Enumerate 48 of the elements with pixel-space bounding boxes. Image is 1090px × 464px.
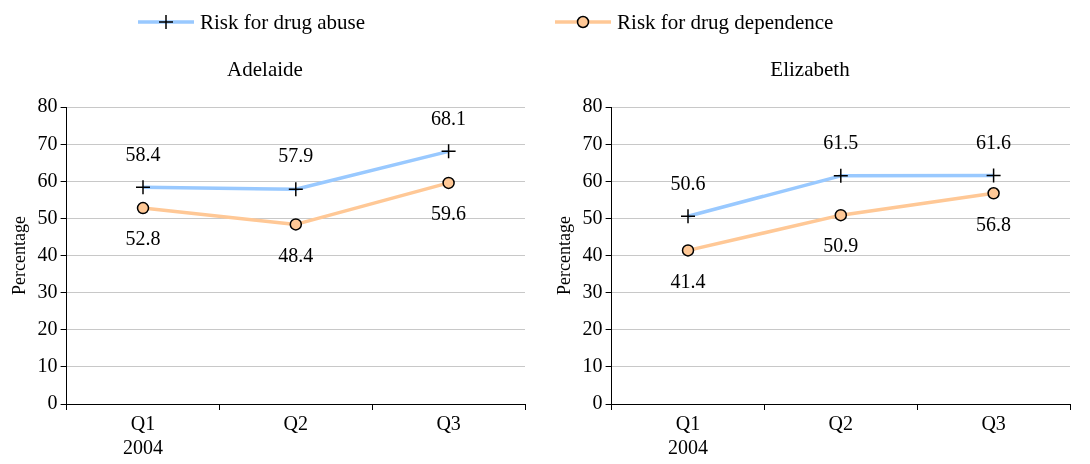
chart-title: Elizabeth bbox=[770, 57, 851, 82]
y-tick-label: 50 bbox=[582, 205, 603, 228]
y-tick-label: 40 bbox=[582, 242, 603, 265]
point bbox=[681, 244, 695, 257]
y-tick-label: 70 bbox=[37, 131, 58, 154]
y-tick-label: 20 bbox=[37, 317, 58, 340]
data-label: 48.4 bbox=[278, 243, 314, 266]
y-tick-label: 50 bbox=[37, 205, 58, 228]
y-tick-label: 20 bbox=[582, 317, 603, 340]
legend-label: Risk for drug abuse bbox=[200, 9, 366, 35]
point bbox=[442, 176, 455, 190]
data-label: 61.5 bbox=[823, 131, 859, 154]
x-tick-label: Q3 bbox=[436, 412, 461, 435]
y-tick-label: 10 bbox=[582, 354, 603, 377]
y-tick-label: 80 bbox=[37, 94, 58, 117]
point bbox=[987, 187, 1000, 200]
data-label: 56.8 bbox=[976, 212, 1012, 235]
y-tick-label: 70 bbox=[582, 131, 603, 154]
y-axis-title: Percentage bbox=[8, 216, 29, 296]
y-tick-label: 0 bbox=[592, 391, 603, 414]
x-tick-label: Q1 2004 bbox=[123, 412, 163, 459]
y-axis-title: Percentage bbox=[553, 216, 574, 296]
data-label: 68.1 bbox=[431, 106, 467, 129]
x-tick-label: Q1 2004 bbox=[668, 412, 708, 459]
legend-label: Risk for drug dependence bbox=[617, 9, 834, 35]
data-label: 59.6 bbox=[431, 202, 467, 225]
data-label: 41.4 bbox=[670, 269, 706, 292]
y-tick-label: 30 bbox=[582, 279, 603, 302]
x-tick-label: Q2 bbox=[283, 412, 309, 435]
y-tick-label: 10 bbox=[37, 354, 58, 377]
x-tick-label: Q3 bbox=[981, 412, 1006, 435]
data-label: 52.8 bbox=[125, 227, 161, 250]
point bbox=[136, 201, 150, 215]
y-tick-label: 0 bbox=[47, 391, 58, 414]
data-label: 50.9 bbox=[823, 234, 859, 257]
y-tick-label: 40 bbox=[37, 242, 58, 265]
y-tick-label: 30 bbox=[37, 279, 58, 302]
data-label: 50.6 bbox=[670, 171, 706, 194]
y-tick-label: 60 bbox=[582, 168, 603, 191]
data-label: 58.4 bbox=[125, 142, 161, 165]
point bbox=[289, 218, 303, 231]
chart-title: Adelaide bbox=[227, 57, 303, 82]
x-tick-label: Q2 bbox=[828, 412, 854, 435]
data-label: 57.9 bbox=[278, 144, 314, 167]
y-tick-label: 80 bbox=[582, 94, 603, 117]
data-label: 61.6 bbox=[976, 130, 1012, 153]
y-tick-label: 60 bbox=[37, 168, 58, 191]
point bbox=[834, 208, 848, 222]
